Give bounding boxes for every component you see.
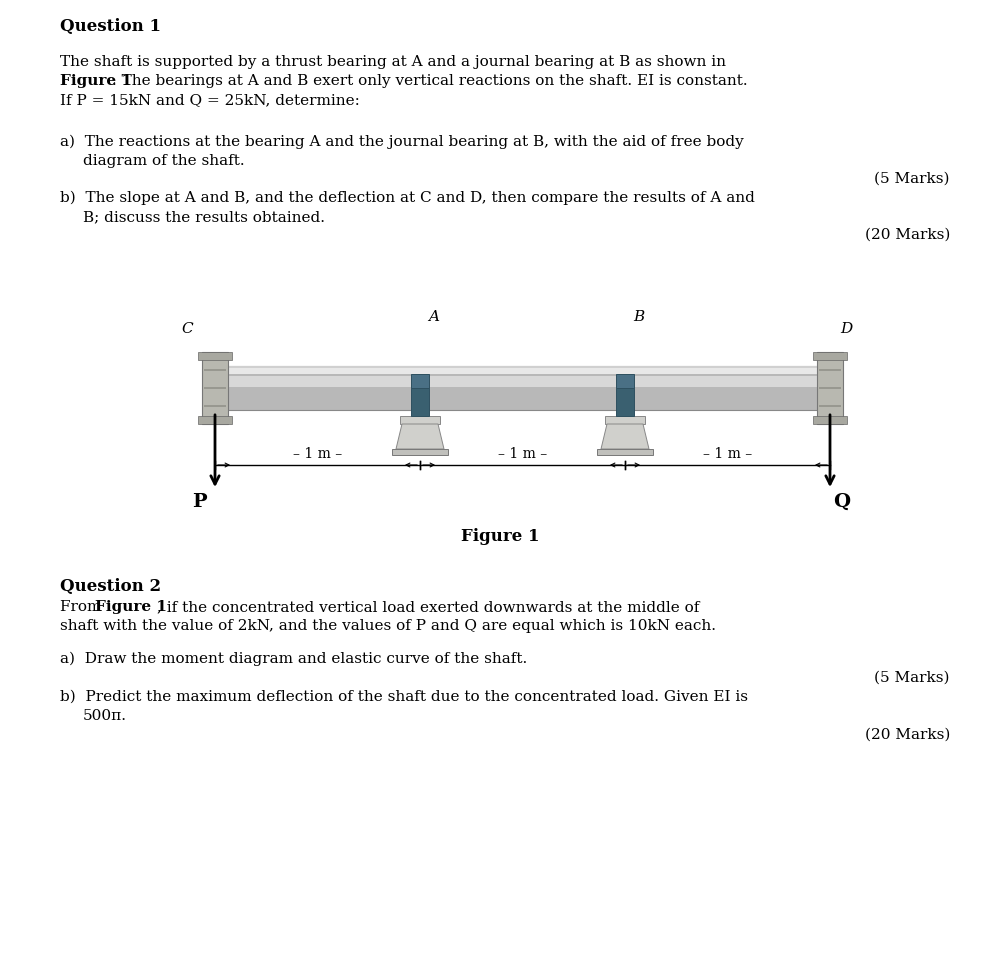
Bar	[411, 374, 429, 388]
Text: Question 2: Question 2	[60, 578, 161, 595]
Bar	[819, 369, 841, 371]
Bar	[819, 387, 841, 389]
Text: B: B	[633, 310, 644, 324]
Text: b)  Predict the maximum deflection of the shaft due to the concentrated load. Gi: b) Predict the maximum deflection of the…	[60, 690, 748, 704]
Bar	[605, 416, 645, 424]
Bar	[597, 449, 653, 455]
Text: b)  The slope at A and B, and the deflection at C and D, then compare the result: b) The slope at A and B, and the deflect…	[60, 191, 755, 205]
Bar	[817, 352, 843, 424]
Bar	[215, 366, 830, 368]
Text: D: D	[840, 322, 852, 336]
Bar	[204, 387, 226, 389]
Text: shaft with the value of 2kN, and the values of P and Q are equal which is 10kN e: shaft with the value of 2kN, and the val…	[60, 619, 716, 633]
Text: . The bearings at A and B exert only vertical reactions on the shaft. EI is cons: . The bearings at A and B exert only ver…	[112, 74, 748, 88]
Text: (5 Marks): (5 Marks)	[874, 671, 950, 685]
Bar	[215, 366, 830, 410]
Bar	[411, 388, 429, 416]
Bar	[813, 352, 847, 360]
Text: – 1 m –: – 1 m –	[703, 447, 752, 461]
Text: Figure 1: Figure 1	[461, 528, 539, 545]
Text: (5 Marks): (5 Marks)	[874, 172, 950, 186]
Bar	[392, 449, 448, 455]
Text: P: P	[192, 493, 207, 511]
Bar	[198, 352, 232, 360]
Text: diagram of the shaft.: diagram of the shaft.	[83, 154, 245, 168]
Text: If P = 15kN and Q = 25kN, determine:: If P = 15kN and Q = 25kN, determine:	[60, 93, 360, 107]
Text: a)  Draw the moment diagram and elastic curve of the shaft.: a) Draw the moment diagram and elastic c…	[60, 652, 527, 667]
Text: Figure 1: Figure 1	[60, 74, 132, 88]
Text: – 1 m –: – 1 m –	[498, 447, 547, 461]
Text: , if the concentrated vertical load exerted downwards at the middle of: , if the concentrated vertical load exer…	[157, 600, 699, 614]
Bar	[616, 388, 634, 416]
Text: From: From	[60, 600, 106, 614]
Bar	[819, 405, 841, 407]
Text: (20 Marks): (20 Marks)	[865, 728, 950, 742]
Text: C: C	[181, 322, 193, 336]
Bar	[215, 376, 830, 387]
Bar	[813, 416, 847, 424]
Polygon shape	[396, 424, 444, 449]
Text: The shaft is supported by a thrust bearing at A and a journal bearing at B as sh: The shaft is supported by a thrust beari…	[60, 55, 726, 69]
Bar	[215, 366, 830, 373]
Bar	[198, 416, 232, 424]
Text: 500π.: 500π.	[83, 709, 127, 723]
Bar	[202, 352, 228, 424]
Bar	[204, 405, 226, 407]
Text: A: A	[428, 310, 439, 324]
Text: – 1 m –: – 1 m –	[293, 447, 342, 461]
Text: B; discuss the results obtained.: B; discuss the results obtained.	[83, 210, 325, 224]
Polygon shape	[601, 424, 649, 449]
Text: a)  The reactions at the bearing A and the journal bearing at B, with the aid of: a) The reactions at the bearing A and th…	[60, 135, 744, 150]
Text: (20 Marks): (20 Marks)	[865, 228, 950, 242]
Bar	[204, 369, 226, 371]
Text: Figure 1: Figure 1	[95, 600, 167, 614]
Text: Question 1: Question 1	[60, 18, 161, 35]
Bar	[400, 416, 440, 424]
Text: Q: Q	[833, 493, 850, 511]
Bar	[616, 374, 634, 388]
